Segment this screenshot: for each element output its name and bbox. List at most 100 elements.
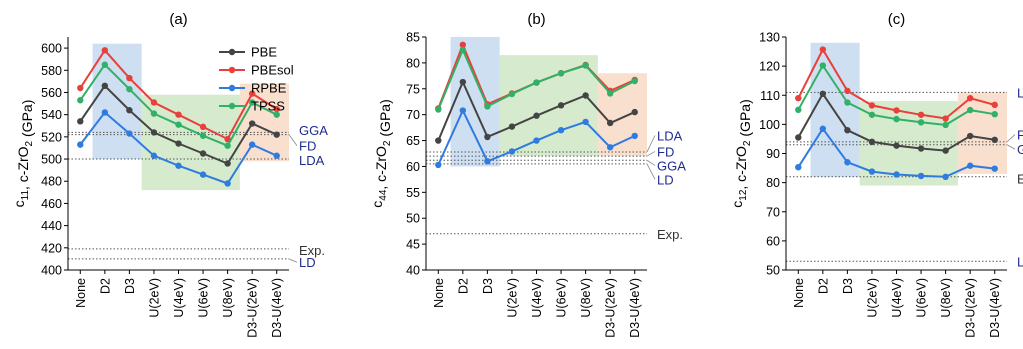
y-tick-label: 90 [766, 147, 780, 161]
reference-leader [646, 159, 656, 166]
data-point-rpbe [868, 168, 876, 175]
y-axis-title-part: (GPa) [19, 100, 35, 141]
x-tick-label: None [74, 278, 88, 308]
x-tick-label: U(2eV) [147, 278, 161, 318]
panel-label: (c) [888, 11, 906, 28]
y-tick-label: 60 [766, 234, 780, 248]
data-point-pbe [435, 137, 442, 144]
data-point-tpss [533, 79, 540, 86]
legend-label: PBE [251, 45, 277, 60]
reference-label: LDA [1017, 85, 1023, 100]
shaded-region [92, 43, 142, 160]
y-tick-label: 80 [406, 56, 420, 70]
data-point-rpbe [199, 171, 207, 178]
x-tick-label: D3-U(4eV) [270, 278, 284, 338]
reference-label: Exp. [1017, 171, 1023, 186]
data-point-pbe [126, 107, 133, 114]
data-point-tpss [844, 99, 851, 106]
data-point-tpss [631, 77, 638, 85]
data-point-tpss [508, 90, 516, 98]
legend: PBE PBEsol RPBE TPSS [219, 45, 294, 114]
x-tick-label: U(8eV) [939, 278, 953, 318]
shaded-region [957, 92, 1007, 174]
data-point-rpbe [942, 173, 949, 180]
data-point-tpss [917, 119, 925, 126]
data-point-rpbe [484, 158, 491, 165]
data-point-rpbe [893, 171, 900, 178]
data-point-rpbe [459, 107, 467, 114]
data-point-pbe [459, 78, 467, 86]
x-tick-label: U(8eV) [221, 278, 235, 318]
reference-leader [1006, 134, 1016, 143]
data-point-rpbe [844, 159, 851, 166]
data-point-pbe [101, 82, 109, 90]
data-point-pbesol [893, 107, 900, 114]
data-point-rpbe [175, 162, 182, 169]
data-point-pbe [917, 145, 925, 152]
x-tick-label: U(6eV) [555, 278, 569, 318]
legend-label: RPBE [251, 81, 287, 96]
data-point-pbe [868, 138, 876, 146]
y-axis-title-part: c [729, 201, 745, 208]
reference-leader [646, 135, 656, 153]
data-point-rpbe [224, 180, 231, 187]
y-tick-label: 440 [41, 219, 62, 233]
y-axis-title-part: c [369, 201, 385, 208]
x-tick-label: U(4eV) [172, 278, 186, 318]
data-point-pbesol [459, 41, 467, 48]
y-tick-label: 60 [406, 160, 420, 174]
reference-label: LDA [657, 128, 683, 143]
legend-label: TPSS [251, 99, 285, 114]
data-point-tpss [273, 111, 280, 118]
data-point-pbe [795, 134, 802, 141]
data-point-tpss [150, 110, 158, 117]
data-point-pbe [631, 108, 638, 116]
data-point-pbe [150, 129, 158, 136]
x-tick-label: D2 [816, 278, 830, 294]
data-point-rpbe [101, 109, 109, 116]
y-tick-label: 420 [41, 241, 62, 255]
legend-marker [228, 48, 236, 56]
y-tick-label: 400 [41, 264, 62, 278]
data-point-tpss [459, 46, 467, 54]
data-point-pbe [77, 118, 84, 125]
y-tick-label: 110 [760, 89, 780, 103]
y-axis-title-subscript: 2 [742, 140, 753, 146]
data-point-pbesol [991, 101, 998, 109]
y-axis-title: c12, c-ZrO2 (GPa) [729, 99, 753, 207]
x-tick-label: D3 [123, 278, 137, 294]
data-point-tpss [199, 132, 207, 139]
shaded-region [239, 83, 289, 162]
data-point-pbe [819, 90, 827, 97]
y-tick-label: 130 [759, 31, 780, 45]
data-point-rpbe [508, 148, 516, 155]
data-point-pbe [966, 132, 974, 140]
reference-label: LDA [299, 153, 325, 168]
data-point-pbesol [175, 111, 182, 118]
y-tick-label: 40 [406, 264, 420, 278]
reference-label: LD [299, 255, 316, 270]
y-tick-label: 520 [41, 130, 62, 144]
data-point-tpss [819, 62, 827, 69]
y-tick-label: 85 [406, 31, 420, 45]
y-axis-title-subscript: 2 [24, 140, 35, 146]
y-axis-title-part: c [11, 200, 27, 207]
y-axis-title-part: (GPa) [377, 99, 393, 140]
data-point-pbe [893, 142, 900, 149]
y-axis-title: c44, c-ZrO2 (GPa) [369, 99, 393, 207]
data-point-tpss [435, 106, 442, 113]
y-tick-label: 480 [41, 175, 62, 189]
data-point-pbe [606, 119, 614, 127]
y-tick-label: 580 [41, 64, 62, 78]
data-point-rpbe [991, 165, 998, 172]
y-tick-label: 80 [766, 176, 780, 190]
reference-label: GGA [299, 123, 328, 138]
y-axis-title-subscript: 44 [378, 189, 389, 201]
legend-marker [228, 102, 236, 110]
data-point-rpbe [966, 162, 974, 169]
data-point-pbe [582, 92, 589, 99]
y-tick-label: 45 [406, 238, 420, 252]
data-point-tpss [868, 111, 876, 118]
data-point-rpbe [273, 152, 280, 159]
